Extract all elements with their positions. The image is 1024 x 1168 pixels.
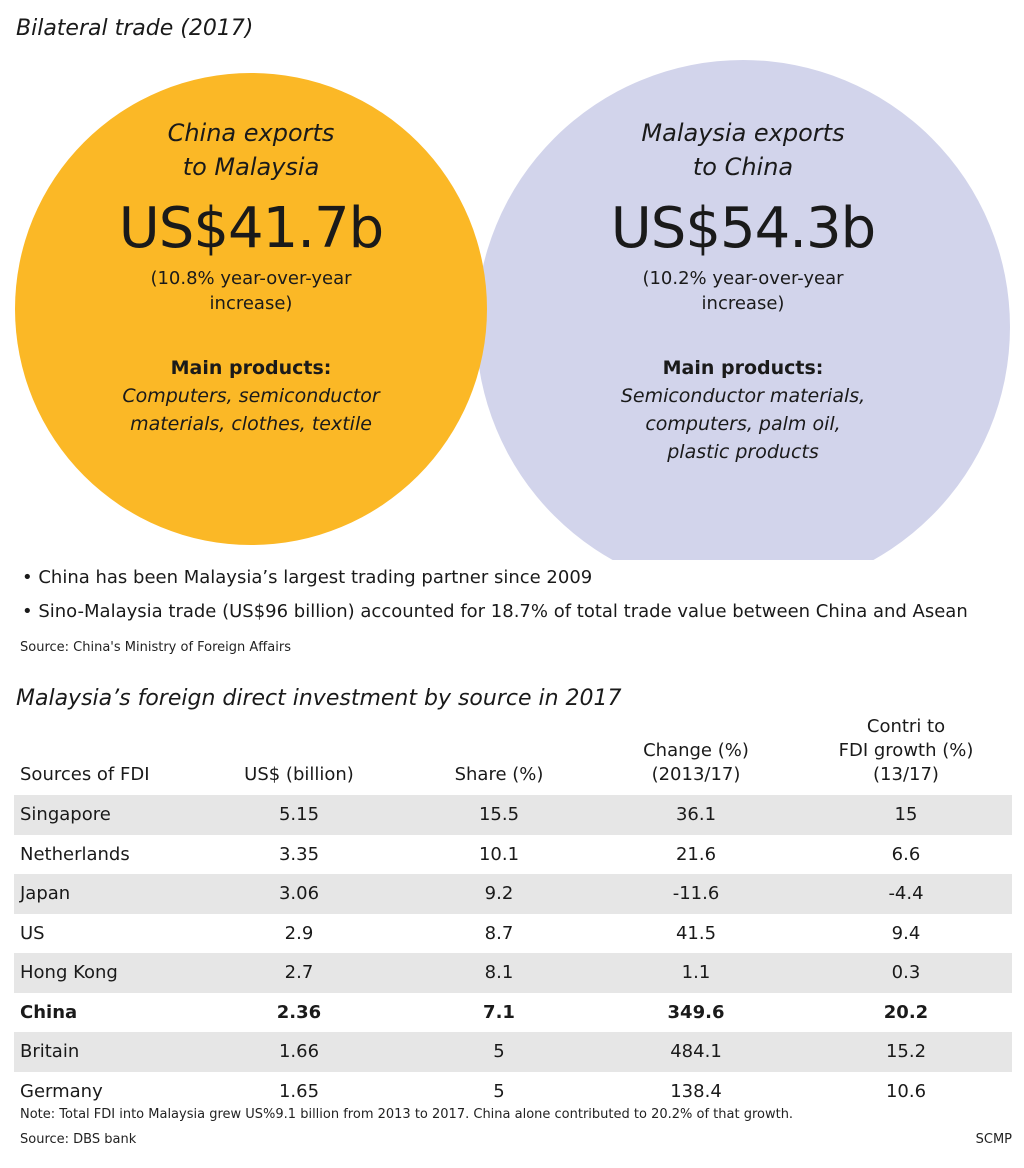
col-header-source: Sources of FDI <box>20 764 150 785</box>
venn-diagram <box>15 60 1010 560</box>
cell-usd: 1.66 <box>192 1032 406 1072</box>
cell-source: Japan <box>14 874 192 914</box>
cell-usd: 2.36 <box>276 1001 322 1023</box>
cell-change: 1.1 <box>592 953 800 993</box>
cell-share: 8.1 <box>406 953 592 993</box>
table-row: Hong Kong 2.7 8.1 1.1 0.3 <box>14 953 1012 993</box>
cell-change: -11.6 <box>592 874 800 914</box>
cell-contri: 15.2 <box>800 1032 1012 1072</box>
cell-share: 10.1 <box>478 843 520 865</box>
col-header-contri: Contri to FDI growth (%) (13/17) <box>838 716 974 785</box>
fdi-source: Source: DBS bank <box>20 1132 137 1147</box>
bullet-trade-share: • Sino-Malaysia trade (US$96 billion) ac… <box>22 601 968 622</box>
col-header-share: Share (%) <box>454 764 544 785</box>
cell-contri: 20.2 <box>883 1001 929 1023</box>
cell-usd: 1.65 <box>278 1080 320 1102</box>
malaysia-exports-circle <box>476 60 1010 560</box>
china-exports-circle <box>15 73 487 545</box>
cell-change: 484.1 <box>592 1032 800 1072</box>
cell-contri: 9.4 <box>891 922 921 944</box>
cell-share: 15.5 <box>406 795 592 835</box>
table-row: Britain 1.66 5 484.1 15.2 <box>14 1032 1012 1072</box>
china-exports-change-1: (10.8% year-over-year <box>150 268 352 289</box>
china-products-1: Computers, semiconductor <box>122 385 380 407</box>
cell-usd: 2.7 <box>192 953 406 993</box>
cell-share: 5 <box>493 1080 505 1102</box>
malaysia-products-heading: Main products: <box>662 357 824 379</box>
trade-source: Source: China's Ministry of Foreign Affa… <box>20 640 291 655</box>
cell-contri: 0.3 <box>800 953 1012 993</box>
table-header-row: Sources of FDI US$ (billion) Share (%) C… <box>14 715 1012 795</box>
cell-contri: -4.4 <box>800 874 1012 914</box>
table-row: Germany 1.65 5 138.4 10.6 <box>14 1072 1012 1112</box>
china-exports-heading-2: to Malaysia <box>182 153 320 181</box>
cell-share: 7.1 <box>483 1001 515 1023</box>
cell-source: Singapore <box>14 795 192 835</box>
bullet-largest-partner: • China has been Malaysia’s largest trad… <box>22 567 593 588</box>
cell-change: 21.6 <box>675 843 717 865</box>
fdi-table-title: Malaysia’s foreign direct investment by … <box>16 686 622 711</box>
cell-change: 138.4 <box>670 1080 722 1102</box>
cell-change: 349.6 <box>667 1001 725 1023</box>
fdi-table: Sources of FDI US$ (billion) Share (%) C… <box>14 715 1012 1111</box>
cell-share: 5 <box>406 1032 592 1072</box>
table-row: Singapore 5.15 15.5 36.1 15 <box>14 795 1012 835</box>
malaysia-products-2: computers, palm oil, <box>645 413 841 435</box>
malaysia-exports-heading-2: to China <box>692 153 794 181</box>
cell-usd: 3.35 <box>278 843 320 865</box>
china-exports-value: US$41.7b <box>118 196 384 261</box>
fdi-note: Note: Total FDI into Malaysia grew US%9.… <box>20 1107 794 1122</box>
table-row: Japan 3.06 9.2 -11.6 -4.4 <box>14 874 1012 914</box>
china-products-2: materials, clothes, textile <box>130 413 372 435</box>
cell-change: 41.5 <box>675 922 717 944</box>
credit-label: SCMP <box>975 1132 1012 1147</box>
cell-source: Britain <box>14 1032 192 1072</box>
china-products-heading: Main products: <box>170 357 332 379</box>
col-header-usd: US$ (billion) <box>244 764 354 785</box>
cell-source: Hong Kong <box>14 953 192 993</box>
cell-share: 8.7 <box>484 922 514 944</box>
table-row: US 2.9 8.7 41.5 9.4 <box>14 914 1012 954</box>
cell-source: US <box>20 922 45 944</box>
cell-change: 36.1 <box>592 795 800 835</box>
malaysia-exports-value: US$54.3b <box>610 196 876 261</box>
cell-source: Netherlands <box>20 843 130 865</box>
cell-usd: 5.15 <box>192 795 406 835</box>
cell-contri: 10.6 <box>885 1080 927 1102</box>
malaysia-exports-text: Malaysia exports to China US$54.3b (10.2… <box>540 116 946 466</box>
page-title: Bilateral trade (2017) <box>16 16 254 41</box>
cell-contri: 15 <box>800 795 1012 835</box>
china-exports-heading-1: China exports <box>167 119 335 147</box>
cell-share: 9.2 <box>406 874 592 914</box>
malaysia-exports-heading-1: Malaysia exports <box>641 119 845 147</box>
malaysia-products-3: plastic products <box>667 441 819 463</box>
table-row: China 2.36 7.1 349.6 20.2 <box>14 993 1012 1033</box>
cell-source: China <box>20 1001 78 1023</box>
cell-usd: 3.06 <box>192 874 406 914</box>
table-row: Netherlands 3.35 10.1 21.6 6.6 <box>14 835 1012 875</box>
cell-source: Germany <box>20 1080 103 1102</box>
china-exports-text: China exports to Malaysia US$41.7b (10.8… <box>48 116 454 438</box>
col-header-change: Change (%) (2013/17) <box>643 740 749 785</box>
malaysia-products-1: Semiconductor materials, <box>620 385 866 407</box>
malaysia-exports-change-1: (10.2% year-over-year <box>642 268 844 289</box>
cell-usd: 2.9 <box>284 922 314 944</box>
malaysia-exports-change-2: increase) <box>701 293 785 314</box>
china-exports-change-2: increase) <box>209 293 293 314</box>
cell-contri: 6.6 <box>891 843 921 865</box>
